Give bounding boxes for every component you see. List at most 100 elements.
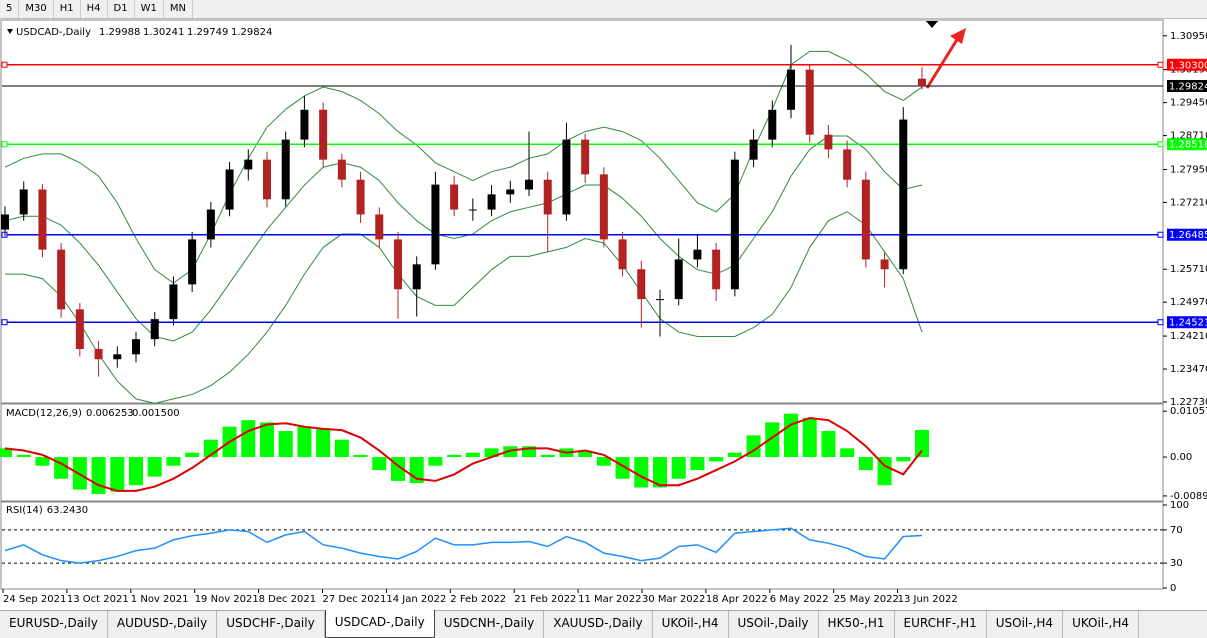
x-tick-label: 25 May 2022: [834, 594, 899, 605]
chart-title: USDCAD-,Daily: [16, 27, 91, 38]
current-price-label: 1.29824: [1169, 81, 1207, 92]
macd-bar: [260, 422, 274, 458]
menu-marker: [7, 29, 13, 34]
y-tick-label: 30: [1170, 558, 1183, 569]
x-tick-label: 13 Jun 2022: [898, 594, 958, 605]
x-tick-label: 14 Jan 2022: [386, 594, 446, 605]
x-tick-label: 11 Mar 2022: [578, 594, 641, 605]
macd-bar: [297, 426, 312, 458]
symbol-tab[interactable]: EURUSD-,Daily: [0, 611, 108, 638]
x-tick-label: 6 May 2022: [770, 594, 829, 605]
symbol-tab[interactable]: USDCHF-,Daily: [217, 611, 325, 638]
macd-bar: [353, 454, 368, 458]
y-tick-label: 1.23470: [1170, 364, 1207, 375]
indicator-readout: 63.2430: [47, 505, 88, 516]
level-label-box: [1167, 316, 1207, 329]
timeframe-button[interactable]: MN: [164, 0, 193, 18]
x-tick-label: 8 Dec 2021: [259, 594, 317, 605]
indicator-readout: 0.001500: [132, 408, 180, 419]
y-tick-label: 1.27210: [1170, 197, 1207, 208]
candle-body: [450, 184, 459, 210]
macd-bar: [709, 457, 724, 462]
rsi-line: [4, 527, 923, 564]
y-tick-label: -0.00896: [1170, 491, 1207, 502]
symbol-tab[interactable]: EURCHF-,H1: [895, 611, 987, 638]
macd-bar: [447, 454, 462, 458]
macd-bar: [821, 431, 836, 458]
y-tick-label: 0.00: [1170, 452, 1192, 463]
candle-body: [394, 239, 402, 290]
shift-marker: [926, 21, 938, 28]
level-handle: [1157, 141, 1164, 148]
symbol-tab[interactable]: USOil-,H4: [987, 611, 1064, 638]
macd-bar: [185, 452, 200, 458]
symbol-tab[interactable]: USOil-,Daily: [729, 611, 819, 638]
symbol-tab[interactable]: UKOil-,H4: [1063, 611, 1139, 638]
x-tick-label: 2 Feb 2022: [450, 594, 506, 605]
candle-body: [506, 189, 515, 195]
timeframe-toolbar: 5 M30 H1 H4 D1 W1 MN: [0, 0, 1207, 19]
candle-body: [300, 109, 309, 140]
level-label: 1.30300: [1169, 60, 1207, 71]
candle-body: [75, 309, 84, 349]
x-tick-label: 1 Nov 2021: [131, 594, 189, 605]
candle-body: [38, 189, 47, 250]
timeframe-button[interactable]: M30: [19, 0, 54, 18]
candle-body: [468, 209, 477, 211]
x-tick-label: 13 Oct 2021: [67, 594, 129, 605]
symbol-tab[interactable]: HK50-,H1: [819, 611, 895, 638]
macd-bar: [241, 420, 256, 458]
y-tick-label: 1.27950: [1170, 164, 1207, 175]
candle-body: [525, 179, 533, 190]
timeframe-button[interactable]: H1: [54, 0, 81, 18]
ohlc-readout: 1.29824: [231, 27, 272, 38]
candle-body: [19, 189, 28, 215]
price-panel: [0, 19, 1164, 404]
x-tick-label: 19 Nov 2021: [195, 594, 259, 605]
indicator-title: MACD(12,26,9): [6, 408, 82, 419]
timeframe-button[interactable]: 5: [0, 0, 20, 18]
macd-bar: [484, 448, 499, 458]
macd-bar: [653, 457, 667, 488]
level-handle: [1, 319, 8, 326]
macd-bar: [316, 428, 331, 458]
y-tick-label: 1.25710: [1170, 264, 1207, 275]
macd-bar: [671, 457, 686, 479]
annotation-arrow: [925, 37, 960, 89]
candle-body: [1, 214, 9, 230]
timeframe-button[interactable]: H4: [81, 0, 108, 18]
y-tick-label: 0: [1170, 583, 1176, 594]
macd-bar: [16, 454, 31, 458]
macd-bar: [877, 457, 892, 486]
chart: 24 Sep 2021 13 Oct 2021 1 Nov 2021 19 Nov 2…: [0, 19, 1207, 605]
y-tick-label: 70: [1170, 525, 1183, 536]
candle-body: [712, 249, 721, 290]
candle-body: [918, 78, 926, 86]
symbol-tab[interactable]: USDCAD-,Daily: [324, 610, 435, 638]
candle-body: [637, 269, 646, 300]
symbol-tab[interactable]: UKOil-,H4: [653, 611, 729, 638]
candle-body: [543, 179, 552, 215]
candle-body: [824, 134, 833, 150]
timeframe-button[interactable]: D1: [108, 0, 135, 18]
y-tick-label: 100: [1170, 500, 1189, 511]
candle-body: [206, 209, 215, 240]
candle-body: [599, 174, 608, 240]
macd-bar: [802, 418, 817, 458]
macd-bar: [278, 431, 293, 458]
symbol-tab[interactable]: AUDUSD-,Daily: [108, 611, 218, 638]
candle-body: [150, 319, 159, 340]
level-label-box: [1167, 58, 1207, 71]
x-tick-label: 27 Dec 2021: [323, 594, 387, 605]
timeframe-button[interactable]: W1: [135, 0, 164, 18]
symbol-tab[interactable]: XAUUSD-,Daily: [544, 611, 653, 638]
symbol-tab[interactable]: USDCNH-,Daily: [435, 611, 545, 638]
level-label-box: [1167, 228, 1207, 241]
candle-body: [618, 239, 627, 270]
annotation-arrow-head: [950, 28, 966, 44]
candle-body: [861, 179, 870, 260]
level-handle: [1157, 231, 1164, 238]
level-handle: [1, 141, 8, 148]
candle-body: [693, 249, 702, 260]
macd-bar: [35, 457, 50, 466]
